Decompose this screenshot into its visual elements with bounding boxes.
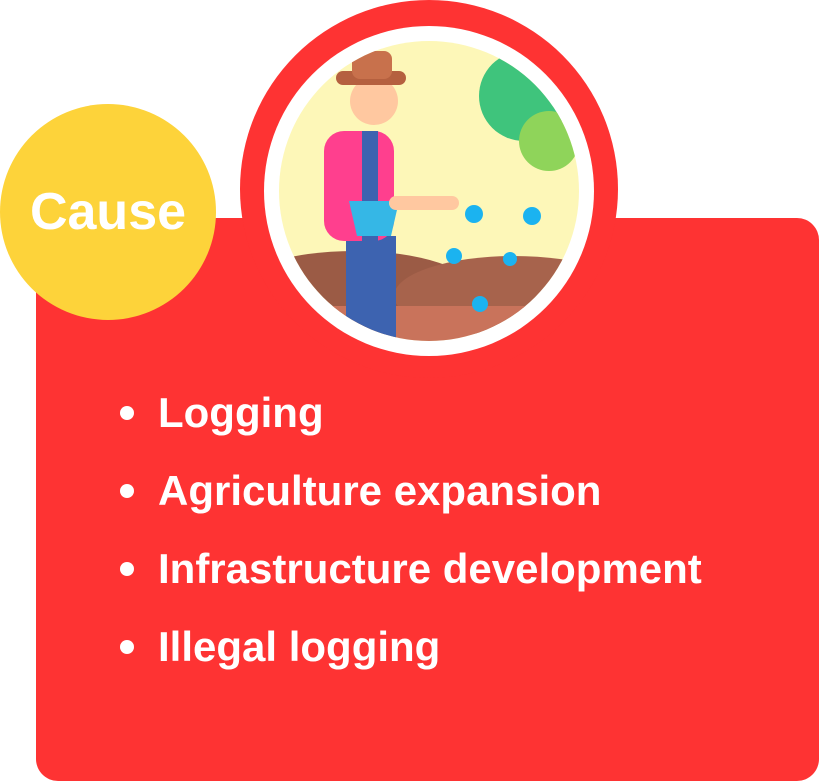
cause-list: Logging Agriculture expansion Infrastruc… [158, 374, 718, 686]
list-item: Logging [158, 374, 718, 452]
badge-label: Cause [30, 182, 186, 242]
list-item: Illegal logging [158, 608, 718, 686]
list-item: Infrastructure development [158, 530, 718, 608]
badge: Cause [0, 104, 216, 320]
list-item: Agriculture expansion [158, 452, 718, 530]
farmer-illustration [264, 26, 594, 356]
page: {"badge": "Cause", "items": ["Logging", … [0, 0, 819, 781]
